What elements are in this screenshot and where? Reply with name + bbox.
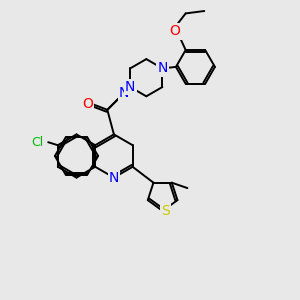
Text: N: N — [109, 171, 119, 184]
Text: N: N — [157, 61, 168, 75]
Text: Cl: Cl — [31, 136, 44, 149]
Text: N: N — [125, 80, 135, 94]
Text: O: O — [82, 98, 93, 111]
Text: S: S — [160, 204, 169, 218]
Text: O: O — [170, 24, 181, 38]
Text: N: N — [118, 86, 129, 100]
